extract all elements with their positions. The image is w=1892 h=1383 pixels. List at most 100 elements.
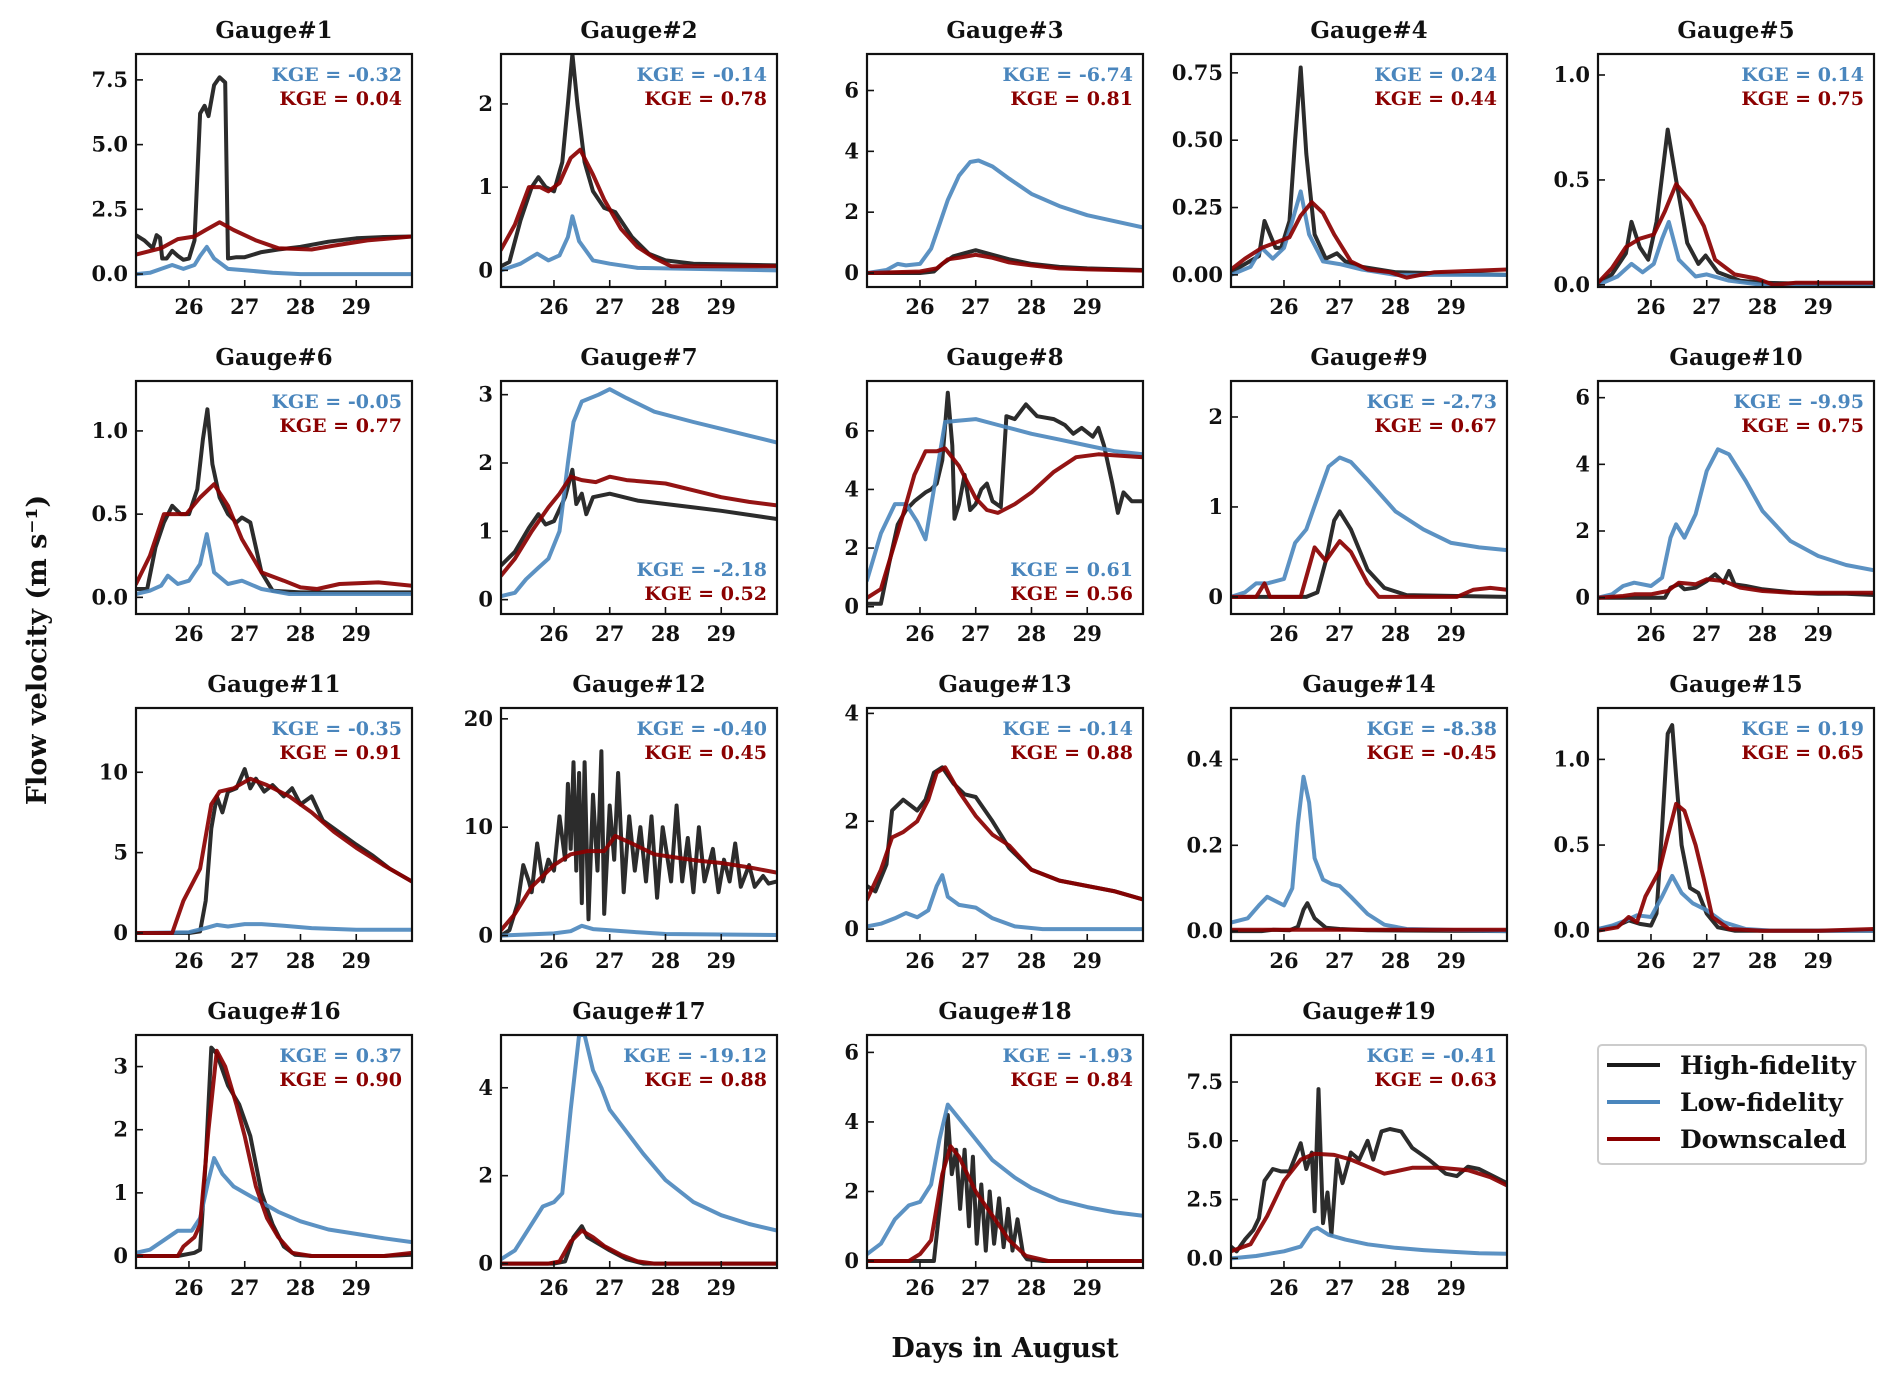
- y-tick-label: 7.5: [91, 67, 128, 92]
- series-group: [1598, 447, 1874, 600]
- x-tick-label: 26: [539, 621, 568, 646]
- y-tick-label: 0.50: [1172, 127, 1223, 152]
- kge-downscaled: KGE = 0.88: [644, 1069, 767, 1091]
- panel-title: Gauge#9: [1310, 344, 1427, 371]
- series-line-low-fidelity: [1598, 447, 1874, 600]
- y-tick-label: 0: [844, 916, 859, 941]
- x-tick-label: 27: [595, 294, 624, 319]
- x-tick-label: 28: [651, 294, 680, 319]
- x-tick-label: 26: [1636, 621, 1665, 646]
- panel-title: Gauge#4: [1310, 17, 1427, 44]
- y-tick-label: 0.25: [1172, 195, 1223, 220]
- x-tick-label: 28: [1748, 294, 1777, 319]
- x-axis-label: Days in August: [891, 1333, 1119, 1364]
- x-tick-label: 26: [1269, 948, 1298, 973]
- kge-low-fidelity: KGE = -19.12: [623, 1045, 767, 1067]
- kge-low-fidelity: KGE = -2.73: [1366, 391, 1497, 413]
- x-tick-label: 28: [1017, 294, 1046, 319]
- series-line-low-fidelity: [136, 922, 412, 935]
- axes-frame: [1229, 52, 1509, 289]
- axes-frame: [865, 379, 1145, 616]
- panel-title: Gauge#2: [580, 17, 697, 44]
- series-line-downscaled: [501, 147, 777, 269]
- x-tick-label: 29: [342, 948, 371, 973]
- series-group: [1598, 127, 1874, 287]
- y-tick-label: 4: [844, 700, 859, 725]
- y-tick-label: 0: [113, 1243, 128, 1268]
- y-tick-label: 2: [478, 91, 493, 116]
- kge-low-fidelity: KGE = -1.93: [1002, 1045, 1133, 1067]
- x-tick-label: 27: [961, 948, 990, 973]
- y-tick-label: 2: [844, 808, 859, 833]
- x-tick-label: 27: [595, 621, 624, 646]
- y-tick-label: 2: [113, 1117, 128, 1142]
- x-tick-label: 28: [286, 948, 315, 973]
- y-tick-label: 1.0: [1553, 746, 1590, 771]
- x-tick-label: 28: [1017, 621, 1046, 646]
- kge-low-fidelity: KGE = 0.19: [1741, 718, 1864, 740]
- x-tick-label: 28: [1381, 948, 1410, 973]
- x-tick-label: 27: [961, 294, 990, 319]
- panel-grid: Gauge#126 27 28 290.02.55.07.5 KGE = -0.32KG…: [91, 17, 1876, 1300]
- x-tick-label: 28: [1748, 621, 1777, 646]
- series-line-downscaled: [867, 446, 1143, 600]
- axes-frame: [1229, 1033, 1509, 1270]
- x-tick-label: 28: [1381, 1275, 1410, 1300]
- series-line-high-fidelity: [501, 467, 777, 568]
- panel-gauge-4: Gauge#4 26 27 28 29 0.00 0.25 0.50 0.75 KGE = 0.2…: [1172, 17, 1509, 319]
- x-tick-label: 27: [1325, 1275, 1354, 1300]
- axes-frame: [134, 706, 414, 943]
- x-tick-label: 26: [539, 1275, 568, 1300]
- x-tick-label: 26: [905, 294, 934, 319]
- series-line-high-fidelity: [867, 765, 1143, 902]
- series-group: [501, 749, 777, 938]
- series-group: [136, 1045, 412, 1258]
- x-tick-label: 26: [539, 294, 568, 319]
- y-tick-label: 4: [478, 1075, 493, 1100]
- y-tick-label: 2: [478, 1163, 493, 1188]
- series-line-high-fidelity: [1598, 127, 1874, 287]
- y-tick-label: 1: [113, 1180, 128, 1205]
- x-tick-label: 29: [342, 294, 371, 319]
- series-group: [136, 767, 412, 935]
- x-tick-label: 26: [1269, 621, 1298, 646]
- panel-title: Gauge#3: [946, 17, 1063, 44]
- x-tick-label: 27: [1325, 294, 1354, 319]
- x-tick-label: 27: [230, 294, 259, 319]
- panel-title: Gauge#16: [207, 998, 340, 1025]
- kge-downscaled: KGE = 0.52: [644, 583, 767, 605]
- y-tick-label: 2: [844, 199, 859, 224]
- y-tick-label: 2: [844, 1178, 859, 1203]
- legend-box: [1597, 1044, 1867, 1165]
- x-tick-label: 29: [1073, 1275, 1102, 1300]
- series-group: [1598, 723, 1874, 933]
- x-tick-label: 29: [1073, 948, 1102, 973]
- series-group: [136, 407, 412, 596]
- panel-gauge-19: Gauge#19 26 27 28 29 0.0 2.5 5.0 7.5 KGE = -0.41K…: [1186, 998, 1509, 1300]
- series-line-downscaled: [1598, 801, 1874, 933]
- y-tick-label: 6: [844, 418, 859, 443]
- y-tick-label: 6: [844, 78, 859, 103]
- y-tick-label: 0.0: [1553, 918, 1590, 943]
- kge-downscaled: KGE = 0.84: [1010, 1069, 1133, 1091]
- y-tick-label: 0.4: [1186, 746, 1223, 771]
- axes-frame: [134, 1033, 414, 1270]
- series-group: [1231, 774, 1507, 934]
- y-tick-label: 1: [478, 174, 493, 199]
- series-line-downscaled: [1231, 1151, 1507, 1254]
- series-line-low-fidelity: [136, 532, 412, 596]
- series-group: [867, 390, 1143, 606]
- y-tick-label: 0.0: [91, 261, 128, 286]
- y-tick-label: 2.5: [91, 196, 128, 221]
- axes-frame: [865, 706, 1145, 943]
- x-tick-label: 29: [1804, 948, 1833, 973]
- series-line-low-fidelity: [1231, 774, 1507, 934]
- kge-low-fidelity: KGE = -0.14: [636, 64, 767, 86]
- x-tick-label: 27: [595, 948, 624, 973]
- y-tick-label: 1.0: [1553, 62, 1590, 87]
- x-tick-label: 28: [286, 1275, 315, 1300]
- axes-frame: [499, 706, 779, 943]
- y-tick-label: 0: [478, 257, 493, 282]
